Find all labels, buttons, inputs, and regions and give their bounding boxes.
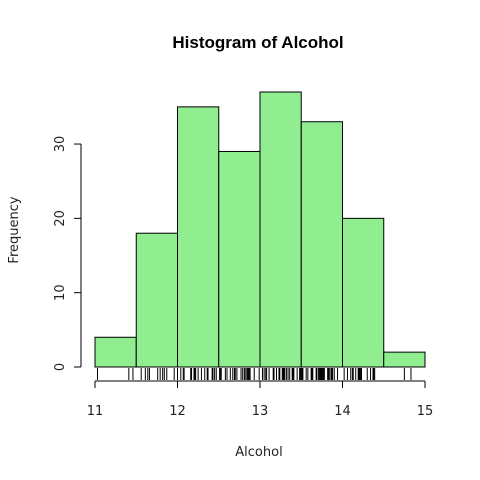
x-tick-label: 15: [417, 404, 434, 419]
y-tick-label: 0: [53, 363, 68, 371]
histogram-bar-5: [300, 121, 343, 368]
x-tick-label: 14: [334, 404, 351, 419]
histogram-bars: [94, 91, 426, 368]
y-tick-label: 10: [53, 284, 68, 301]
histogram-bar-2: [177, 106, 220, 368]
histogram-bar-6: [342, 217, 385, 368]
y-axis: 0 10 20 30: [53, 136, 82, 371]
x-tick-label: 13: [252, 404, 269, 419]
histogram-bar-1: [135, 232, 178, 368]
x-axis: 11 12 13 14 15: [87, 380, 434, 419]
histogram-bar-3: [218, 150, 261, 368]
y-axis-label: Frequency: [7, 196, 22, 263]
y-tick-label: 20: [53, 210, 68, 227]
histogram-bar-4: [259, 91, 302, 368]
rug-marks: [96, 368, 412, 380]
x-tick-label: 12: [169, 404, 186, 419]
x-axis-label: Alcohol: [235, 445, 282, 460]
histogram-bar-7: [383, 351, 426, 368]
chart-title: Histogram of Alcohol: [172, 33, 343, 52]
y-tick-label: 30: [53, 136, 68, 153]
x-tick-label: 11: [87, 404, 104, 419]
histogram-bar-0: [94, 336, 137, 368]
